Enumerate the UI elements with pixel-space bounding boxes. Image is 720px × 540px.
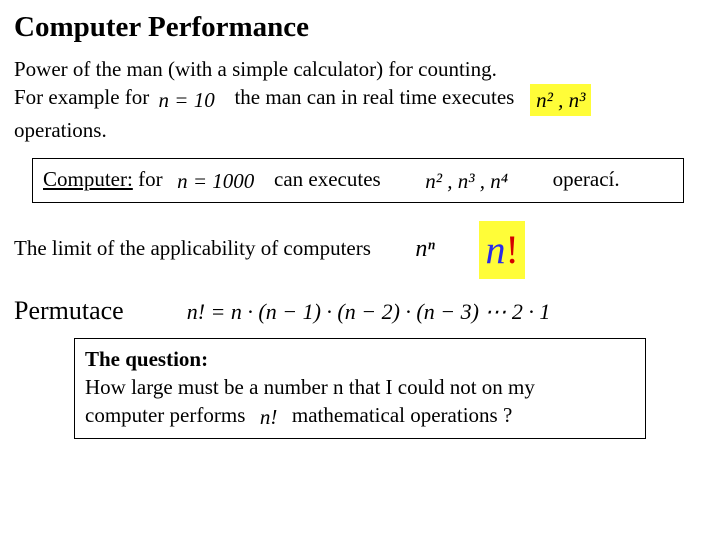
formula-n234: n² , n³ , n⁴ <box>421 167 512 195</box>
intro-for: For example for <box>14 85 149 109</box>
formula-n10: n = 10 <box>155 86 219 114</box>
formula-n1000: n = 1000 <box>173 167 258 195</box>
permutace-heading: Permutace n! = n · (n − 1) · (n − 2) · (… <box>14 293 706 328</box>
intro-paragraph: Power of the man (with a simple calculat… <box>14 55 706 144</box>
page-title: Computer Performance <box>14 8 706 47</box>
question-line1: How large must be a number n that I coul… <box>85 375 535 399</box>
computer-box: Computer: for n = 1000 can executes n² ,… <box>32 158 684 202</box>
computer-label: Computer: <box>43 167 133 191</box>
computer-for: for <box>138 167 163 191</box>
question-line2a: computer performs <box>85 403 245 427</box>
limit-text: The limit of the applicability of comput… <box>14 235 371 259</box>
formula-nn: nⁿ <box>411 233 439 265</box>
intro-ops: operations. <box>14 118 107 142</box>
formula-nfac-small: n! <box>256 403 282 431</box>
formula-nfact-big: n! <box>479 221 524 279</box>
permutace-label: Permutace <box>14 296 124 325</box>
nfact-bang: ! <box>505 227 518 272</box>
question-label: The question: <box>85 347 208 371</box>
question-box: The question: How large must be a number… <box>74 338 646 439</box>
permutace-equation: n! = n · (n − 1) · (n − 2) · (n − 3) ⋯ 2… <box>187 299 551 324</box>
computer-can: can executes <box>274 167 381 191</box>
limit-line: The limit of the applicability of comput… <box>14 221 706 279</box>
nfact-n: n <box>485 227 505 272</box>
intro-line1: Power of the man (with a simple calculat… <box>14 57 497 81</box>
formula-n2n3: n² , n³ <box>530 84 591 116</box>
intro-rt: the man can in real time executes <box>234 85 514 109</box>
question-line2b: mathematical operations ? <box>292 403 512 427</box>
computer-operaci: operací. <box>553 167 620 191</box>
